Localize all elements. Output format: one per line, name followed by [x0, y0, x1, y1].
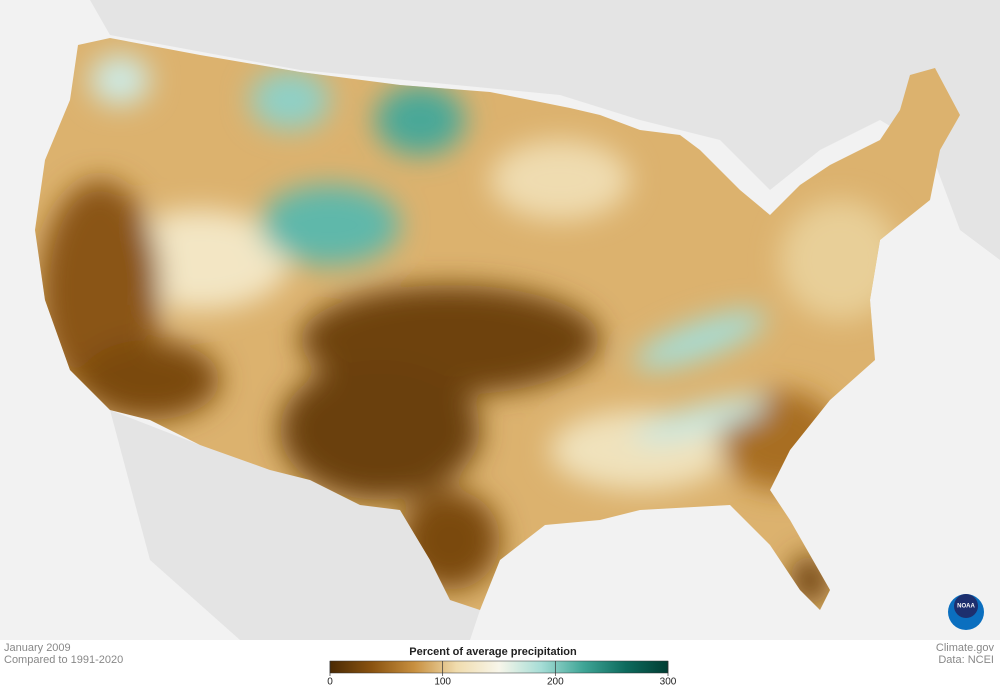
legend-bar [329, 660, 669, 674]
date-label: January 2009 [4, 642, 71, 654]
baseline-label: Compared to 1991-2020 [4, 654, 123, 666]
legend-tick-label: 0 [327, 677, 333, 688]
source-label: Data: NCEI [938, 654, 994, 666]
logo-text: NOAA [957, 604, 975, 610]
mexico [110, 410, 480, 640]
legend-tick-label: 300 [660, 677, 677, 688]
legend-title: Percent of average precipitation [409, 646, 577, 658]
credit-label: Climate.gov [936, 642, 995, 654]
canada [90, 0, 1000, 260]
legend-tick-label: 200 [547, 677, 564, 688]
noaa-logo: NOAA [948, 594, 984, 630]
legend-tick-label: 100 [434, 677, 451, 688]
